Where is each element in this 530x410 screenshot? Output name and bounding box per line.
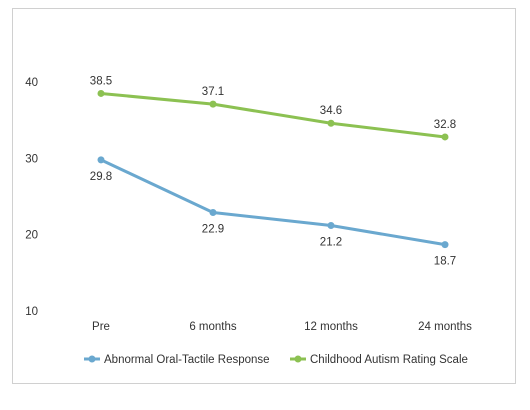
data-label: 38.5 xyxy=(90,75,112,87)
data-point xyxy=(327,119,335,127)
data-label: 29.8 xyxy=(90,171,112,183)
data-point xyxy=(97,156,105,164)
legend-label: Abnormal Oral-Tactile Response xyxy=(104,354,270,366)
data-label: 32.8 xyxy=(434,119,456,131)
y-tick-label: 10 xyxy=(25,306,38,318)
x-tick-label: Pre xyxy=(92,321,110,333)
legend-swatch-marker xyxy=(88,355,96,363)
data-label: 34.6 xyxy=(320,105,342,117)
data-labels: 29.8 22.9 21.2 18.7 38.5 37.1 34.6 32.8 xyxy=(90,75,456,267)
data-point xyxy=(209,100,217,108)
data-label: 37.1 xyxy=(202,86,224,98)
legend-swatch-marker xyxy=(294,355,302,363)
axes: 10 20 30 40 Pre 6 months 12 months 24 months xyxy=(25,77,472,333)
legend: Abnormal Oral-Tactile Response Childhood … xyxy=(84,354,468,366)
data-point xyxy=(441,241,449,249)
chart-frame xyxy=(12,8,516,384)
data-label: 21.2 xyxy=(320,237,342,249)
x-tick-label: 6 months xyxy=(189,321,237,333)
y-tick-label: 20 xyxy=(25,230,38,242)
data-point xyxy=(97,89,105,97)
x-tick-label: 12 months xyxy=(304,321,358,333)
data-label: 22.9 xyxy=(202,224,224,236)
data-point xyxy=(327,222,335,230)
data-label: 18.7 xyxy=(434,256,456,268)
legend-label: Childhood Autism Rating Scale xyxy=(310,354,468,366)
data-point xyxy=(209,209,217,217)
y-tick-label: 40 xyxy=(25,77,38,89)
x-tick-label: 24 months xyxy=(418,321,472,333)
series-line-1 xyxy=(99,91,447,139)
y-tick-label: 30 xyxy=(25,153,38,165)
series-layer xyxy=(97,89,449,249)
series-line-0 xyxy=(99,158,447,247)
data-point xyxy=(441,133,449,141)
